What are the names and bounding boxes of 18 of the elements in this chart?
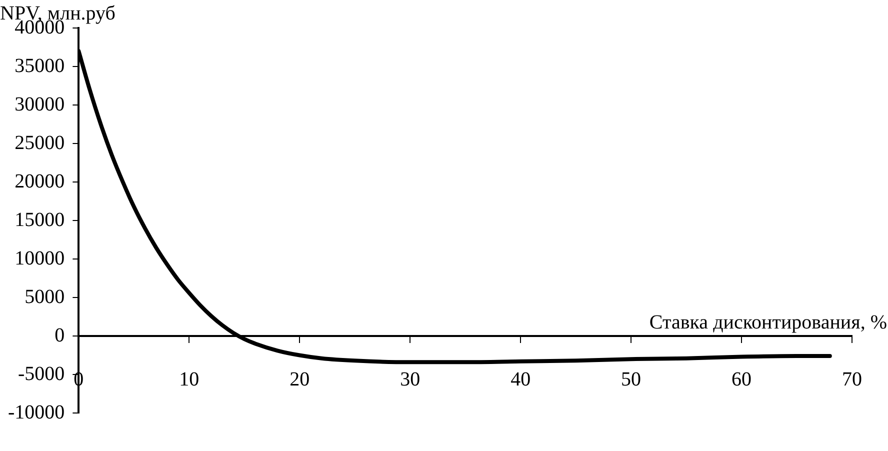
y-tick-label: -5000 [18, 362, 65, 385]
y-tick-label: 25000 [14, 132, 65, 154]
x-tick-label: 60 [732, 368, 752, 390]
x-tick-label: 70 [842, 368, 862, 390]
y-tick-label: 30000 [14, 93, 65, 116]
x-tick-label: 30 [400, 368, 420, 390]
y-tick-label: 35000 [14, 54, 65, 77]
y-tick-label: 10000 [14, 247, 65, 270]
y-tick-label: -10000 [8, 401, 65, 424]
y-tick-label: 0 [54, 324, 65, 346]
x-tick-label: 50 [621, 368, 642, 390]
y-tick-label: 15000 [14, 208, 65, 231]
y-tick-label: 20000 [14, 170, 65, 192]
x-tick-label: 10 [179, 368, 200, 390]
y-tick-label: 5000 [24, 286, 65, 308]
x-axis-title: Ставка дисконтирования, % [649, 311, 887, 334]
x-tick-label: 40 [510, 368, 531, 390]
x-tick-label: 20 [290, 368, 310, 390]
